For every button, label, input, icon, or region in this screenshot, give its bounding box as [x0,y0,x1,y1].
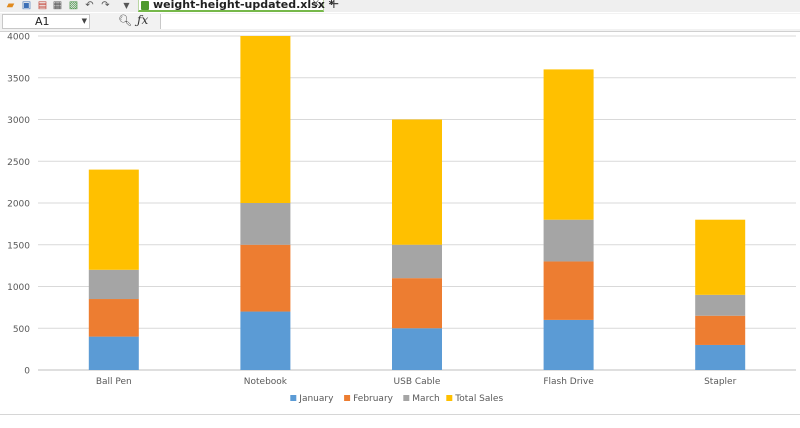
legend-swatch [344,395,351,401]
bar-segment [392,244,442,279]
print-preview-icon[interactable]: ▧ [68,0,79,11]
stacked-bar-chart[interactable]: 0 500 1000 1500 2000 2500 3000 3500 4000 Ball Pen… [0,31,800,415]
legend-label: January [298,394,334,404]
function-icon[interactable]: ƒx [137,13,149,27]
open-folder-icon[interactable]: ▰ [6,0,15,11]
save-icon[interactable]: ▣ [21,0,32,11]
legend-swatch [403,395,410,401]
y-tick-label: 3000 [7,116,30,126]
legend-label: February [353,394,394,404]
name-box[interactable]: A1 ▼ [2,14,90,29]
bar-segment [88,336,139,370]
y-tick-label: 0 [24,367,30,377]
bar-segment [88,299,139,337]
bar-segment [240,244,291,312]
bar-segment [543,261,594,320]
chart-bottom-border [0,414,800,415]
bar-segment [543,319,594,370]
bar-segment [240,36,291,203]
legend-swatch [290,395,297,401]
y-tick-label: 1000 [7,283,30,293]
bar-segment [240,311,291,370]
x-tick-label: Notebook [244,377,288,387]
x-tick-label: Stapler [704,377,737,387]
bar-segment [88,169,139,270]
bar-segment [695,219,746,295]
bar-segment [392,119,442,245]
bar-segment [543,69,594,220]
bar-segment [695,315,746,345]
close-tab-icon[interactable]: × [311,0,320,9]
document-tab[interactable]: weight-height-updated.xlsx * × [138,0,334,12]
bar-segment [240,203,291,245]
name-box-dropdown-icon[interactable]: ▼ [81,17,87,25]
bar-segment [392,278,442,329]
export-pdf-icon[interactable]: ▤ [37,0,48,11]
y-tick-label: 4000 [7,33,30,43]
chart-svg: 0 500 1000 1500 2000 2500 3000 3500 4000 Ball Pen… [7,33,796,404]
bar-segment [392,328,442,370]
legend-swatch [446,395,453,401]
formula-bar: A1 ▼ 🔍︎ ƒx [0,13,800,32]
spreadsheet-file-icon [141,1,149,10]
y-tick-label: 2000 [7,200,30,210]
toolbar: ▰ ▣ ▤ ▦ ▧ ↶ ↷ ▼ weight-height-updated.xl… [0,0,800,12]
x-tick-label: Ball Pen [96,377,132,387]
bar-segment [543,219,594,262]
y-tick-label: 3500 [7,74,30,84]
function-wizard-zoom-icon[interactable]: 🔍︎ [118,14,132,27]
undo-icon[interactable]: ↶ [85,0,94,11]
x-tick-label: USB Cable [394,377,441,387]
y-tick-label: 1500 [7,241,30,251]
bar-segment [695,344,746,370]
x-tick-label: Flash Drive [543,377,594,387]
y-tick-label: 2500 [7,158,30,168]
legend-label: March [412,394,439,404]
print-icon[interactable]: ▦ [52,0,63,11]
bar-segment [695,294,746,316]
redo-icon[interactable]: ↷ [101,0,110,11]
document-tab-label: weight-height-updated.xlsx * [153,0,335,11]
legend-label: Total Sales [454,394,503,404]
y-tick-label: 500 [13,325,30,335]
add-tab-button[interactable]: + [328,0,340,12]
bar-segment [88,269,139,300]
name-box-value: A1 [35,15,50,28]
formula-input[interactable] [160,14,800,29]
toolbar-dropdown-icon[interactable]: ▼ [123,1,130,10]
